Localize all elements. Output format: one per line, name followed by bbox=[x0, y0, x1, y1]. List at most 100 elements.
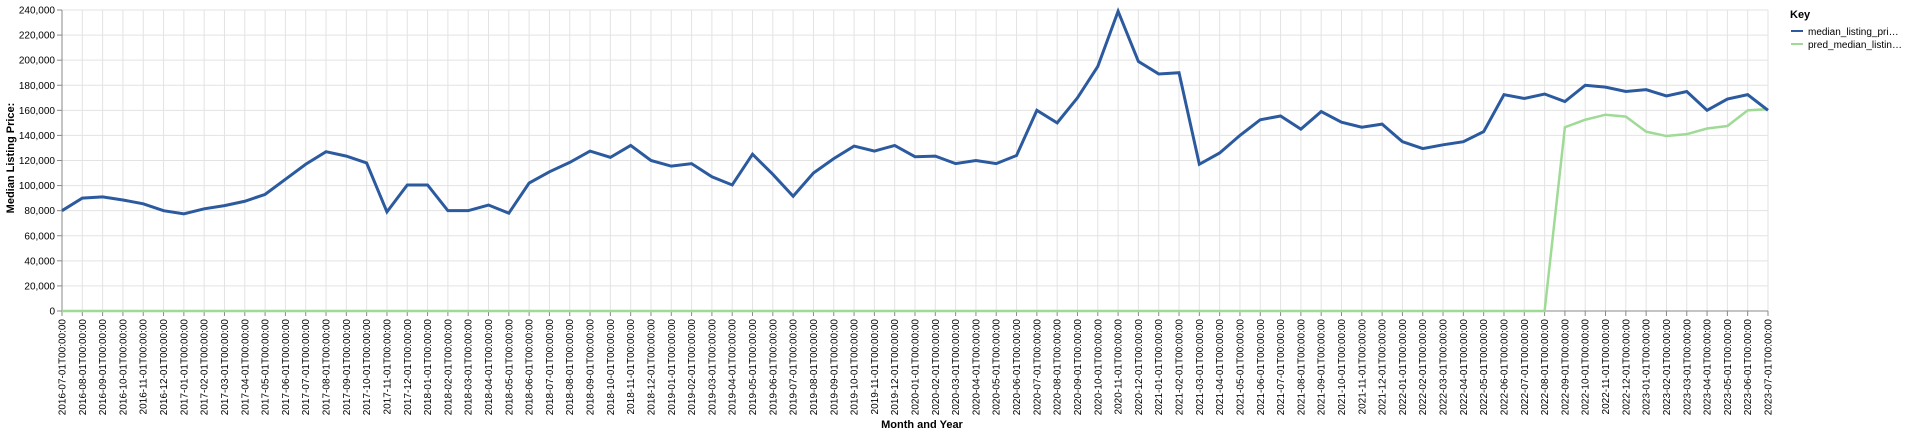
x-tick-label: 2017-10-01T00:00:00 bbox=[362, 319, 373, 416]
x-tick-label: 2021-02-01T00:00:00 bbox=[1175, 319, 1186, 416]
x-tick-label: 2019-07-01T00:00:00 bbox=[789, 319, 800, 416]
x-tick-label: 2022-09-01T00:00:00 bbox=[1560, 319, 1571, 416]
x-tick-label: 2021-05-01T00:00:00 bbox=[1235, 319, 1246, 416]
x-axis-title: Month and Year bbox=[881, 419, 963, 431]
x-tick-label: 2017-04-01T00:00:00 bbox=[240, 319, 251, 416]
x-tick-label: 2019-09-01T00:00:00 bbox=[829, 319, 840, 416]
x-tick-label: 2019-08-01T00:00:00 bbox=[809, 319, 820, 416]
x-tick-label: 2020-10-01T00:00:00 bbox=[1093, 319, 1104, 416]
legend: Key median_listing_pri… pred_median_list… bbox=[1790, 9, 1902, 51]
y-tick-label: 20,000 bbox=[24, 281, 55, 292]
x-tick-label: 2023-01-01T00:00:00 bbox=[1642, 319, 1653, 416]
x-tick-label: 2022-04-01T00:00:00 bbox=[1459, 319, 1470, 416]
x-tick-label: 2023-02-01T00:00:00 bbox=[1662, 319, 1673, 416]
x-tick-label: 2020-12-01T00:00:00 bbox=[1134, 319, 1145, 416]
x-tick-label: 2022-08-01T00:00:00 bbox=[1540, 319, 1551, 416]
x-tick-label: 2023-05-01T00:00:00 bbox=[1723, 319, 1734, 416]
y-axis: 0 20,000 40,000 60,000 80,000 100,000 120,000 1… bbox=[19, 6, 63, 318]
x-tick-label: 2023-03-01T00:00:00 bbox=[1682, 319, 1693, 416]
x-tick-label: 2021-03-01T00:00:00 bbox=[1195, 319, 1206, 416]
y-tick-label: 40,000 bbox=[24, 256, 55, 267]
x-tick-label: 2021-06-01T00:00:00 bbox=[1256, 319, 1267, 416]
x-tick-label: 2018-07-01T00:00:00 bbox=[545, 319, 556, 416]
x-tick-label: 2019-05-01T00:00:00 bbox=[748, 319, 759, 416]
x-tick-label: 2019-01-01T00:00:00 bbox=[667, 319, 678, 416]
y-tick-label: 0 bbox=[49, 307, 55, 318]
x-tick-label: 2018-06-01T00:00:00 bbox=[525, 319, 536, 416]
x-tick-label: 2020-07-01T00:00:00 bbox=[1032, 319, 1043, 416]
x-tick-label: 2018-01-01T00:00:00 bbox=[423, 319, 434, 416]
x-tick-label: 2017-09-01T00:00:00 bbox=[342, 319, 353, 416]
x-tick-label: 2020-03-01T00:00:00 bbox=[951, 319, 962, 416]
x-tick-label: 2022-07-01T00:00:00 bbox=[1520, 319, 1531, 416]
x-tick-label: 2018-12-01T00:00:00 bbox=[646, 319, 657, 416]
y-tick-label: 80,000 bbox=[24, 206, 55, 217]
x-tick-label: 2021-11-01T00:00:00 bbox=[1357, 319, 1368, 415]
x-tick-label: 2021-08-01T00:00:00 bbox=[1296, 319, 1307, 416]
x-tick-label: 2017-12-01T00:00:00 bbox=[403, 319, 414, 416]
x-tick-label: 2021-04-01T00:00:00 bbox=[1215, 319, 1226, 416]
x-tick-label: 2016-09-01T00:00:00 bbox=[98, 319, 109, 416]
x-tick-label: 2019-06-01T00:00:00 bbox=[768, 319, 779, 416]
x-tick-label: 2020-05-01T00:00:00 bbox=[992, 319, 1003, 416]
x-tick-label: 2016-08-01T00:00:00 bbox=[78, 319, 89, 416]
x-tick-label: 2022-12-01T00:00:00 bbox=[1621, 319, 1632, 416]
x-tick-label: 2023-06-01T00:00:00 bbox=[1743, 319, 1754, 416]
y-tick-label: 60,000 bbox=[24, 231, 55, 242]
x-tick-label: 2018-05-01T00:00:00 bbox=[504, 319, 515, 416]
x-tick-label: 2022-11-01T00:00:00 bbox=[1601, 319, 1612, 415]
x-axis: 2016-07-01T00:00:00 2016-08-01T00:00:00 20… bbox=[58, 310, 1775, 416]
x-tick-label: 2019-02-01T00:00:00 bbox=[687, 319, 698, 416]
x-tick-label: 2022-03-01T00:00:00 bbox=[1439, 319, 1450, 416]
x-tick-label: 2017-08-01T00:00:00 bbox=[322, 319, 333, 416]
y-tick-label: 200,000 bbox=[19, 56, 56, 67]
x-tick-label: 2017-07-01T00:00:00 bbox=[301, 319, 312, 416]
x-tick-label: 2020-01-01T00:00:00 bbox=[911, 319, 922, 416]
y-tick-label: 120,000 bbox=[19, 156, 56, 167]
y-tick-label: 220,000 bbox=[19, 31, 56, 42]
x-tick-label: 2020-11-01T00:00:00 bbox=[1114, 319, 1125, 415]
x-tick-label: 2018-11-01T00:00:00 bbox=[626, 319, 637, 415]
x-tick-label: 2019-12-01T00:00:00 bbox=[890, 319, 901, 416]
x-tick-label: 2020-09-01T00:00:00 bbox=[1073, 319, 1084, 416]
x-tick-label: 2016-07-01T00:00:00 bbox=[58, 319, 69, 416]
x-tick-label: 2017-01-01T00:00:00 bbox=[179, 319, 190, 416]
x-tick-label: 2020-02-01T00:00:00 bbox=[931, 319, 942, 416]
x-tick-label: 2017-03-01T00:00:00 bbox=[220, 319, 231, 416]
x-tick-label: 2018-03-01T00:00:00 bbox=[464, 319, 475, 416]
x-tick-label: 2022-02-01T00:00:00 bbox=[1418, 319, 1429, 416]
x-tick-label: 2022-01-01T00:00:00 bbox=[1398, 319, 1409, 416]
x-tick-label: 2017-11-01T00:00:00 bbox=[382, 319, 393, 415]
legend-label-median: median_listing_pri… bbox=[1808, 27, 1899, 38]
x-tick-label: 2022-05-01T00:00:00 bbox=[1479, 319, 1490, 416]
x-tick-label: 2023-04-01T00:00:00 bbox=[1703, 319, 1714, 416]
x-tick-label: 2022-06-01T00:00:00 bbox=[1499, 319, 1510, 416]
x-tick-label: 2020-06-01T00:00:00 bbox=[1012, 319, 1023, 416]
x-tick-label: 2018-10-01T00:00:00 bbox=[606, 319, 617, 416]
x-tick-label: 2021-09-01T00:00:00 bbox=[1317, 319, 1328, 416]
x-tick-label: 2017-02-01T00:00:00 bbox=[200, 319, 211, 416]
x-tick-label: 2019-10-01T00:00:00 bbox=[850, 319, 861, 416]
x-tick-label: 2019-11-01T00:00:00 bbox=[870, 319, 881, 415]
legend-label-pred: pred_median_listin… bbox=[1808, 40, 1902, 51]
x-tick-label: 2017-05-01T00:00:00 bbox=[261, 319, 272, 416]
x-tick-label: 2022-10-01T00:00:00 bbox=[1581, 319, 1592, 416]
y-axis-title: Median Listing Price: bbox=[5, 103, 17, 214]
x-tick-label: 2016-11-01T00:00:00 bbox=[139, 319, 150, 415]
x-tick-label: 2016-12-01T00:00:00 bbox=[159, 319, 170, 416]
x-tick-label: 2019-03-01T00:00:00 bbox=[707, 319, 718, 416]
gridlines bbox=[61, 9, 1769, 312]
x-tick-label: 2018-02-01T00:00:00 bbox=[443, 319, 454, 416]
series-lines bbox=[61, 7, 1769, 313]
x-tick-label: 2020-04-01T00:00:00 bbox=[971, 319, 982, 416]
x-tick-label: 2021-01-01T00:00:00 bbox=[1154, 319, 1165, 416]
x-tick-label: 2021-07-01T00:00:00 bbox=[1276, 319, 1287, 416]
x-tick-label: 2018-08-01T00:00:00 bbox=[565, 319, 576, 416]
y-tick-label: 100,000 bbox=[19, 181, 56, 192]
y-tick-label: 240,000 bbox=[19, 6, 56, 17]
x-tick-label: 2018-09-01T00:00:00 bbox=[586, 319, 597, 416]
legend-title: Key bbox=[1790, 9, 1811, 21]
x-tick-label: 2018-04-01T00:00:00 bbox=[484, 319, 495, 416]
series-line-median bbox=[61, 7, 1769, 216]
